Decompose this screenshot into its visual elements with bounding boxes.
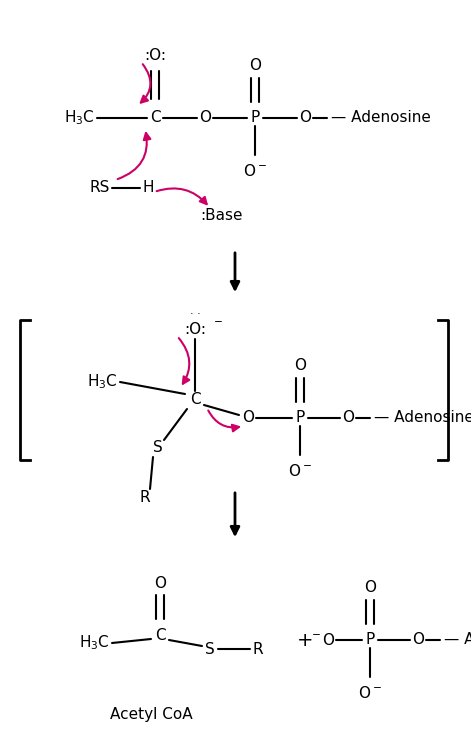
Text: R: R	[252, 641, 263, 657]
Text: O: O	[199, 111, 211, 126]
Text: S: S	[205, 641, 215, 657]
Text: C: C	[190, 392, 200, 407]
Text: O: O	[364, 580, 376, 595]
Text: O$^-$: O$^-$	[288, 463, 312, 479]
Text: O: O	[249, 58, 261, 73]
Text: O: O	[154, 575, 166, 590]
Text: · ·: · ·	[190, 309, 200, 319]
Text: $\mathrm{H_3C}$: $\mathrm{H_3C}$	[79, 634, 110, 652]
Text: C: C	[154, 628, 165, 643]
Text: :O:: :O:	[144, 49, 166, 64]
Text: H: H	[142, 181, 154, 195]
Text: P: P	[295, 410, 305, 425]
Text: R: R	[140, 491, 150, 506]
Text: $\mathrm{H_3C}$: $\mathrm{H_3C}$	[65, 109, 95, 127]
Text: :O:: :O:	[184, 323, 206, 338]
Text: Acetyl CoA: Acetyl CoA	[110, 708, 193, 723]
Text: P: P	[251, 111, 260, 126]
Text: O: O	[342, 410, 354, 425]
Text: S: S	[153, 440, 163, 455]
Text: +: +	[297, 631, 313, 649]
Text: O: O	[412, 632, 424, 647]
Text: O$^-$: O$^-$	[358, 685, 382, 701]
Text: $^-$O: $^-$O	[309, 632, 335, 648]
Text: RS: RS	[89, 181, 110, 195]
Text: O: O	[242, 410, 254, 425]
Text: O: O	[299, 111, 311, 126]
Text: O$^-$: O$^-$	[243, 163, 267, 179]
Text: :Base: :Base	[200, 207, 243, 222]
Text: — Adenosine: — Adenosine	[374, 410, 471, 425]
Text: $\mathrm{H_3C}$: $\mathrm{H_3C}$	[87, 373, 118, 391]
Text: $^-$: $^-$	[211, 318, 223, 333]
Text: — Adenosine: — Adenosine	[331, 111, 431, 126]
Text: P: P	[365, 632, 374, 647]
Text: O: O	[294, 359, 306, 374]
Text: C: C	[150, 111, 160, 126]
Text: — Adenosine: — Adenosine	[444, 632, 471, 647]
